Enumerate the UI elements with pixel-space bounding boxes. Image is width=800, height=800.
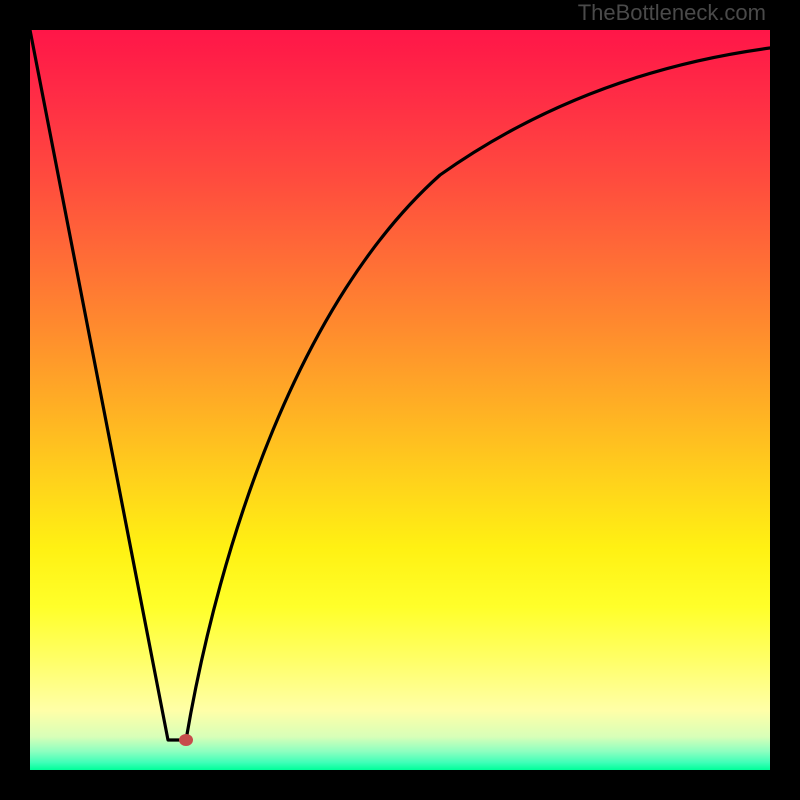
- curve-layer: [30, 30, 770, 770]
- bottleneck-curve: [30, 30, 770, 740]
- optimum-marker: [179, 734, 193, 746]
- watermark-text: TheBottleneck.com: [578, 0, 766, 26]
- chart-container: TheBottleneck.com: [0, 0, 800, 800]
- plot-area: [30, 30, 770, 770]
